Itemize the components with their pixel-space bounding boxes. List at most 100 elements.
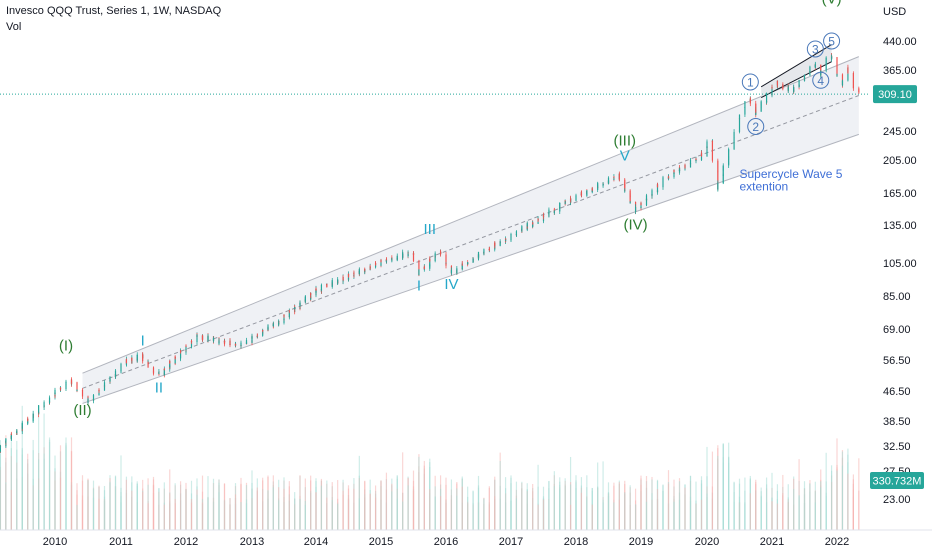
candle-body	[331, 280, 333, 285]
candle-body	[294, 307, 296, 310]
candle-body	[809, 66, 811, 73]
year-tick-label: 2016	[434, 536, 458, 548]
candle-body	[396, 255, 398, 259]
volume-bars	[0, 405, 860, 530]
candle-body	[771, 92, 773, 96]
candle-body	[733, 131, 735, 137]
volume-bar	[158, 488, 160, 530]
candle-body	[326, 284, 328, 287]
candle-body	[201, 335, 204, 340]
candle-body	[689, 159, 692, 161]
volume-bar	[229, 497, 231, 530]
volume-bar	[445, 499, 447, 530]
volume-bar	[820, 487, 822, 530]
candle-body	[793, 87, 795, 92]
candle-body	[218, 340, 220, 343]
volume-bar	[548, 488, 550, 530]
volume-bar	[825, 481, 827, 530]
candle-body	[662, 180, 664, 184]
wave-label-14: 5	[828, 35, 835, 49]
volume-bar	[342, 494, 344, 530]
volume-bar	[684, 487, 686, 530]
volume-bar	[429, 489, 431, 530]
volume-bar	[836, 470, 838, 530]
candle-body	[852, 74, 854, 80]
candle-body	[607, 179, 610, 184]
candle-body	[624, 179, 626, 184]
wave-label-7: V	[620, 148, 630, 165]
candle-body	[374, 263, 377, 265]
time-axis[interactable]: 2010 2011 2012 2013 2014 2015 2016 2017 2018 2019…	[0, 529, 932, 548]
channel-median-line	[82, 95, 860, 389]
candle-body	[337, 279, 339, 282]
price-axis[interactable]: USD 440.00 365.00 245.00 205.00 165.00 135.00 1…	[870, 6, 924, 506]
candle-body	[374, 264, 377, 268]
candle-body	[722, 165, 724, 169]
volume-bar	[499, 460, 501, 530]
volume-bar	[450, 479, 453, 530]
candle-body	[477, 252, 480, 255]
year-tick-label: 2022	[825, 536, 849, 548]
candle-body	[744, 109, 746, 115]
volume-bar	[841, 465, 844, 530]
price-tick-label: 365.00	[883, 65, 917, 77]
volume-bar	[728, 457, 730, 530]
candle-body	[662, 177, 664, 180]
candle-body	[48, 397, 51, 402]
volume-bar	[526, 489, 528, 530]
volume-indicator-label[interactable]: Vol	[6, 21, 22, 33]
candle-body	[733, 137, 735, 146]
candle-body	[10, 434, 12, 440]
candle-body	[504, 238, 507, 241]
volume-bar	[765, 477, 768, 530]
volume-bar	[771, 501, 773, 530]
volume-bar	[76, 504, 78, 530]
candle-body	[771, 87, 773, 88]
candle-body	[207, 336, 209, 340]
candle-body	[521, 226, 523, 231]
volume-bar	[353, 488, 355, 530]
candle-body	[358, 269, 360, 273]
candle-body	[820, 73, 822, 76]
candle-body	[358, 272, 360, 274]
candle-body	[706, 149, 708, 157]
candle-body	[841, 80, 844, 83]
candle-body	[787, 87, 789, 91]
candle-body	[283, 319, 285, 323]
candle-body	[262, 329, 264, 331]
volume-bar	[125, 479, 128, 530]
candle-body	[820, 68, 822, 73]
volume-bar	[109, 481, 111, 530]
candle-body	[695, 160, 697, 161]
candle-body	[717, 160, 719, 173]
volume-bar	[326, 497, 328, 530]
volume-bar	[782, 474, 784, 530]
candle-body	[136, 354, 138, 356]
candle-body	[190, 341, 193, 343]
volume-bar	[299, 498, 301, 530]
candle-body	[640, 207, 642, 209]
price-tick-label: 32.50	[883, 441, 911, 453]
candle-body	[814, 64, 816, 66]
volume-bar	[847, 473, 849, 530]
volume-bar	[858, 458, 860, 530]
volume-bar	[798, 459, 800, 530]
volume-bar	[412, 480, 415, 530]
candle-body	[76, 387, 78, 392]
candle-body	[591, 191, 593, 193]
volume-bar	[798, 496, 800, 530]
candle-body	[92, 395, 95, 397]
candle-body	[179, 353, 182, 358]
price-tick-label: 23.00	[883, 494, 911, 506]
candle-body	[179, 350, 182, 353]
volume-bar	[380, 480, 382, 530]
volume-bar	[575, 482, 577, 530]
candle-body	[836, 69, 838, 76]
volume-bar	[21, 454, 23, 530]
candle-body	[553, 211, 555, 213]
volume-bar	[749, 493, 751, 530]
wave-label-1: (II)	[73, 402, 91, 419]
volume-bar	[294, 492, 296, 530]
candle-body	[760, 103, 762, 108]
